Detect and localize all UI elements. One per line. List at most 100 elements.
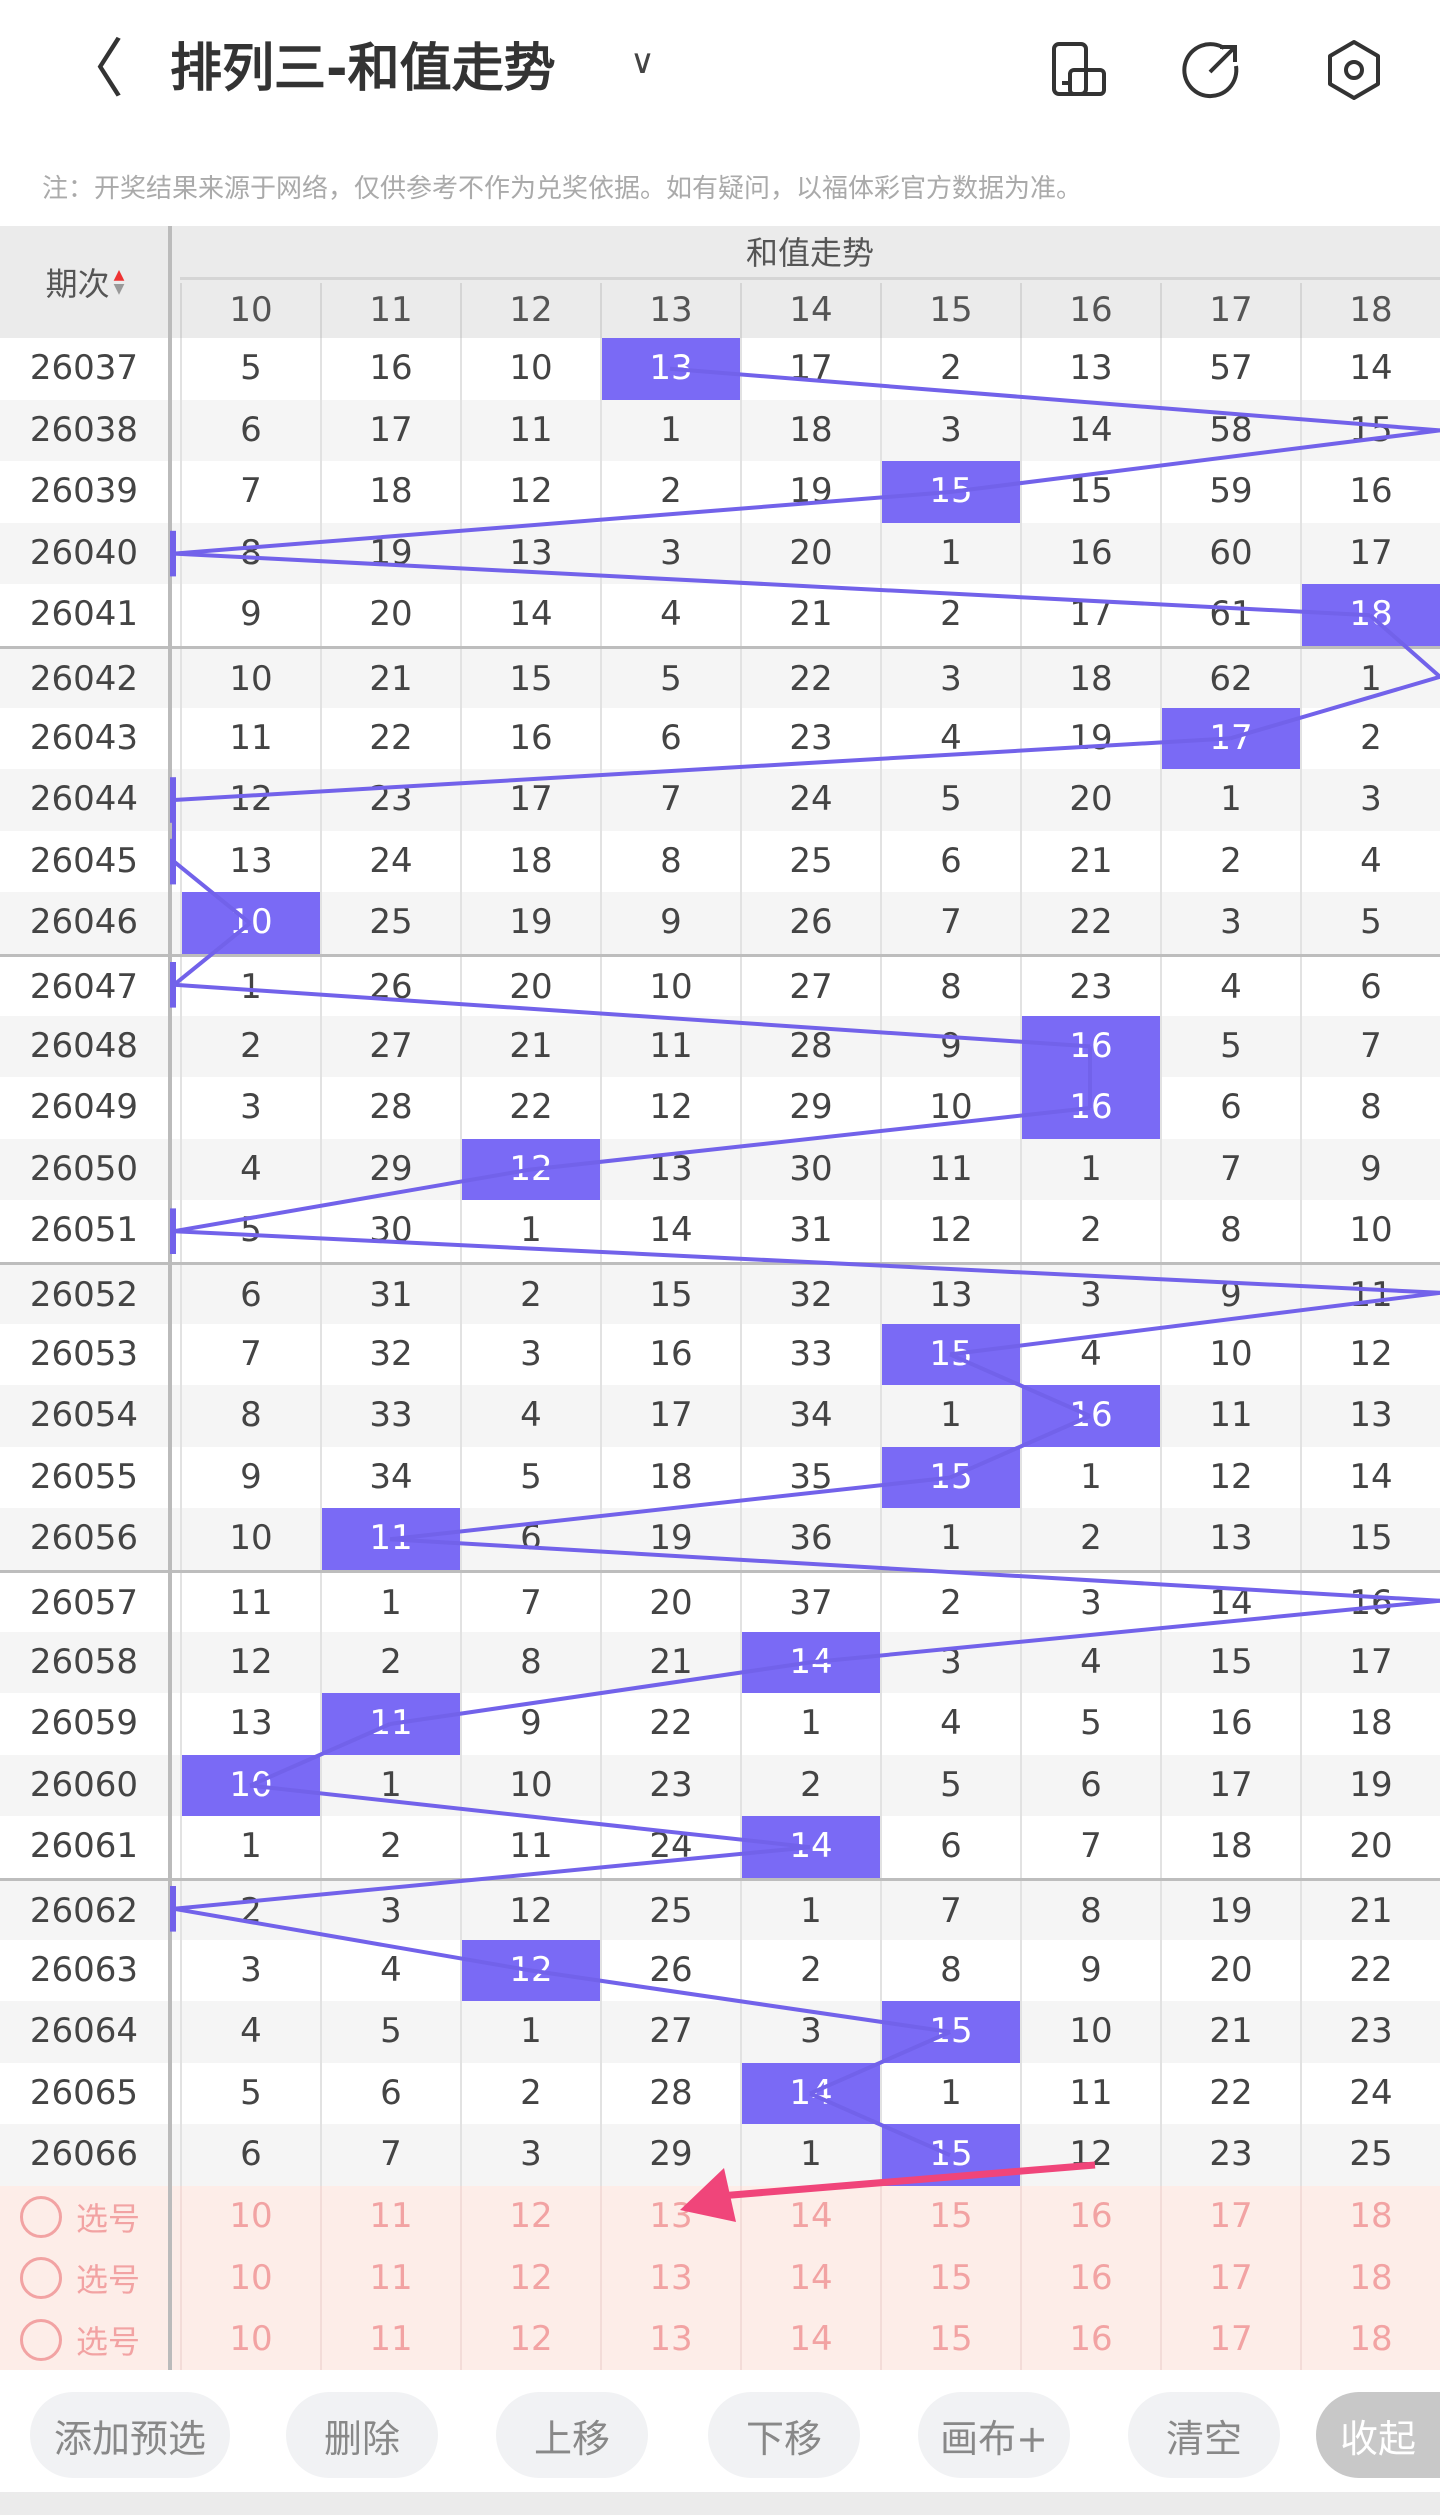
selection-number[interactable]: 18 <box>1300 2247 1440 2310</box>
issue-number: 26042 <box>29 659 139 699</box>
table-cell: 19 <box>1300 1754 1440 1817</box>
bottom-strip <box>0 2492 1440 2515</box>
table-cell: 3 <box>880 1631 1020 1694</box>
table-row: 26042 10 21 15 5 22 3 18 62 1 <box>0 646 1440 711</box>
table-row: 26060 10 1 10 23 2 5 6 17 19 <box>0 1754 1440 1817</box>
settings-icon[interactable] <box>1322 38 1386 102</box>
table-cell: 22 <box>1020 892 1160 954</box>
table-cell: 13 <box>1300 1385 1440 1447</box>
selection-number[interactable]: 11 <box>320 2186 460 2248</box>
selection-number[interactable]: 18 <box>1300 2186 1440 2248</box>
table-cell: 25 <box>600 1881 740 1943</box>
sort-icon[interactable]: ▲ ▼ <box>113 267 125 297</box>
selection-number[interactable]: 11 <box>320 2247 460 2310</box>
table-cell: 16 <box>1300 1573 1440 1635</box>
selection-number[interactable]: 10 <box>180 2309 320 2371</box>
table-cell: 14 <box>1300 1446 1440 1509</box>
hit-cell: 14 <box>740 1816 880 1878</box>
page-title[interactable]: 排列三-和值走势 <box>170 39 556 99</box>
toolbar-button-3[interactable]: 下移 <box>708 2392 860 2478</box>
selection-number[interactable]: 17 <box>1160 2247 1300 2310</box>
table-cell: 11 <box>180 707 320 770</box>
hit-cell: 16 <box>1020 1385 1160 1447</box>
selection-number[interactable]: 11 <box>320 2309 460 2371</box>
selection-number[interactable]: 13 <box>600 2309 740 2371</box>
table-cell: 8 <box>880 957 1020 1019</box>
toolbar-button-4[interactable]: 画布+ <box>918 2392 1070 2478</box>
toolbar-button-5[interactable]: 清空 <box>1128 2392 1280 2478</box>
column-header-12: 12 <box>460 283 600 338</box>
selection-number[interactable]: 16 <box>1020 2247 1160 2310</box>
table-cell: 14 <box>600 1200 740 1262</box>
selection-number[interactable]: 17 <box>1160 2186 1300 2248</box>
issue-number: 26041 <box>29 594 139 635</box>
selection-number[interactable]: 10 <box>180 2186 320 2248</box>
table-cell: 8 <box>1300 1077 1440 1139</box>
select-toggle[interactable]: 选号 <box>0 2248 168 2310</box>
table-cell: 28 <box>320 1077 460 1139</box>
select-toggle[interactable]: 选号 <box>0 2309 168 2371</box>
table-cell: 62 <box>1160 649 1300 711</box>
table-cell: 7 <box>880 1881 1020 1943</box>
table-cell: 19 <box>600 1508 740 1570</box>
issue-number: 26044 <box>29 779 139 820</box>
column-header-14: 14 <box>740 283 880 338</box>
table-cell: 7 <box>1160 1138 1300 1201</box>
table-cell: 32 <box>320 1323 460 1386</box>
table-cell: 1 <box>880 1385 1020 1447</box>
selection-number[interactable]: 16 <box>1020 2309 1160 2371</box>
selection-number[interactable]: 15 <box>880 2186 1020 2248</box>
selection-number[interactable]: 18 <box>1300 2309 1440 2371</box>
table-cell: 16 <box>1020 522 1160 585</box>
chevron-left-icon[interactable]: 〈 <box>60 33 124 107</box>
selection-number[interactable]: 12 <box>460 2247 600 2310</box>
table-cell: 1 <box>1020 1446 1160 1509</box>
table-cell: 60 <box>1160 522 1300 585</box>
radio-circle-icon[interactable] <box>20 2257 62 2300</box>
table-cell: 5 <box>1160 1015 1300 1078</box>
table-row: 26050 4 29 12 13 30 11 1 7 9 <box>0 1138 1440 1201</box>
table-row: 26062 2 3 12 25 1 7 8 19 21 <box>0 1878 1440 1943</box>
table-cell: 57 <box>1160 338 1300 400</box>
select-toggle[interactable]: 选号 <box>0 2186 168 2248</box>
table-cell: 7 <box>1300 1015 1440 1078</box>
table-cell: 2 <box>1020 1200 1160 1262</box>
table-cell: 2 <box>460 1265 600 1327</box>
issue-number: 26052 <box>29 1275 139 1315</box>
disclaimer-note: 注：开奖结果来源于网络，仅供参考不作为兑奖依据。如有疑问，以福体彩官方数据为准。 <box>42 174 1083 204</box>
table-cell: 23 <box>320 769 460 831</box>
toolbar-button-1[interactable]: 删除 <box>286 2392 438 2478</box>
selection-number[interactable]: 13 <box>600 2247 740 2310</box>
hit-cell: 17 <box>1160 707 1300 770</box>
toolbar-button-2[interactable]: 上移 <box>496 2392 648 2478</box>
chevron-down-icon[interactable]: ∨ <box>630 42 655 82</box>
selection-number[interactable]: 15 <box>880 2309 1020 2371</box>
selection-number[interactable]: 14 <box>740 2186 880 2248</box>
phone-layout-icon[interactable] <box>1048 38 1112 102</box>
issue-header[interactable]: 期次 ▲ ▼ <box>0 226 170 338</box>
toolbar-button-0[interactable]: 添加预选 <box>30 2392 230 2478</box>
table-cell: 17 <box>1300 522 1440 585</box>
table-cell: 2 <box>880 1573 1020 1635</box>
selection-number[interactable]: 13 <box>600 2186 740 2248</box>
radio-circle-icon[interactable] <box>20 2195 62 2238</box>
selection-number[interactable]: 16 <box>1020 2186 1160 2248</box>
table-cell: 3 <box>1020 1265 1160 1327</box>
radio-circle-icon[interactable] <box>20 2318 62 2361</box>
toolbar-button-6[interactable]: 收起 <box>1316 2392 1440 2478</box>
selection-number[interactable]: 15 <box>880 2247 1020 2310</box>
selection-number[interactable]: 10 <box>180 2247 320 2310</box>
table-cell: 21 <box>1300 1881 1440 1943</box>
table-cell: 12 <box>1300 1323 1440 1386</box>
selection-number[interactable]: 12 <box>460 2186 600 2248</box>
selection-number[interactable]: 12 <box>460 2309 600 2371</box>
table-cell: 4 <box>1020 1323 1160 1386</box>
table-row: 26046 10 25 19 9 26 7 22 3 5 <box>0 892 1440 954</box>
selection-number[interactable]: 17 <box>1160 2309 1300 2371</box>
table-cell: 4 <box>1300 830 1440 893</box>
share-icon[interactable] <box>1180 38 1244 102</box>
table-cell: 1 <box>180 957 320 1019</box>
selection-number[interactable]: 14 <box>740 2309 880 2371</box>
select-label: 选号 <box>76 2261 141 2300</box>
selection-number[interactable]: 14 <box>740 2247 880 2310</box>
